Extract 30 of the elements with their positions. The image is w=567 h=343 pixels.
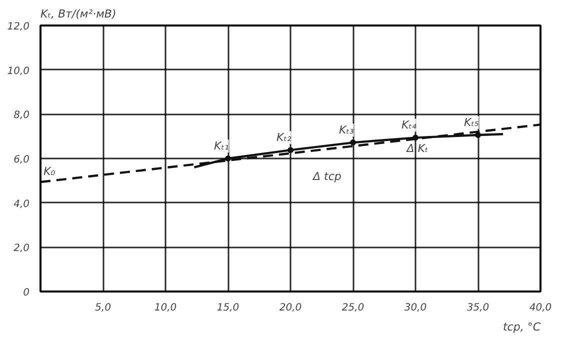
annotation: Kₜ₁ bbox=[214, 140, 229, 152]
annotation: Δ Kₜ bbox=[406, 142, 428, 156]
x-tick-label: 10,0 bbox=[154, 302, 177, 314]
point bbox=[350, 140, 356, 146]
x-tick-label: 25,0 bbox=[342, 302, 364, 314]
y-tick-label: 6,0 bbox=[14, 154, 30, 166]
annotation: Kₜ₅ bbox=[464, 116, 479, 130]
y-tick-label: 8,0 bbox=[14, 110, 30, 122]
x-tick-label: 35,0 bbox=[466, 302, 490, 314]
x-tick-label: 20,0 bbox=[279, 302, 302, 314]
y-tick-label: 2,0 bbox=[14, 243, 30, 254]
annotation: Kₜ₂ bbox=[276, 131, 292, 144]
y-tick-label: 12,0 bbox=[7, 22, 30, 32]
x-axis-title: tср, °C bbox=[502, 320, 541, 334]
point bbox=[288, 147, 294, 154]
annotation: K₀ bbox=[44, 164, 56, 178]
y-tick-label: 10,0 bbox=[7, 66, 30, 77]
x-tick-label: 40,0 bbox=[529, 302, 552, 314]
y-tick-label: 0 bbox=[23, 288, 30, 298]
x-tick-label: 15,0 bbox=[216, 302, 240, 314]
line-series bbox=[193, 132, 504, 168]
annotation: Δ tср bbox=[312, 170, 342, 183]
point bbox=[225, 156, 231, 162]
y-tick-label: 4,0 bbox=[14, 198, 30, 210]
x-tick-label: 30,0 bbox=[404, 302, 427, 314]
annotation: Kₜ₄ bbox=[402, 118, 417, 132]
x-tick-label: 5,0 bbox=[95, 302, 111, 314]
point bbox=[475, 132, 481, 138]
annotation: Kₜ₃ bbox=[339, 124, 354, 137]
y-axis-title: Kₜ, Вт/(м²·мВ) bbox=[40, 8, 116, 20]
